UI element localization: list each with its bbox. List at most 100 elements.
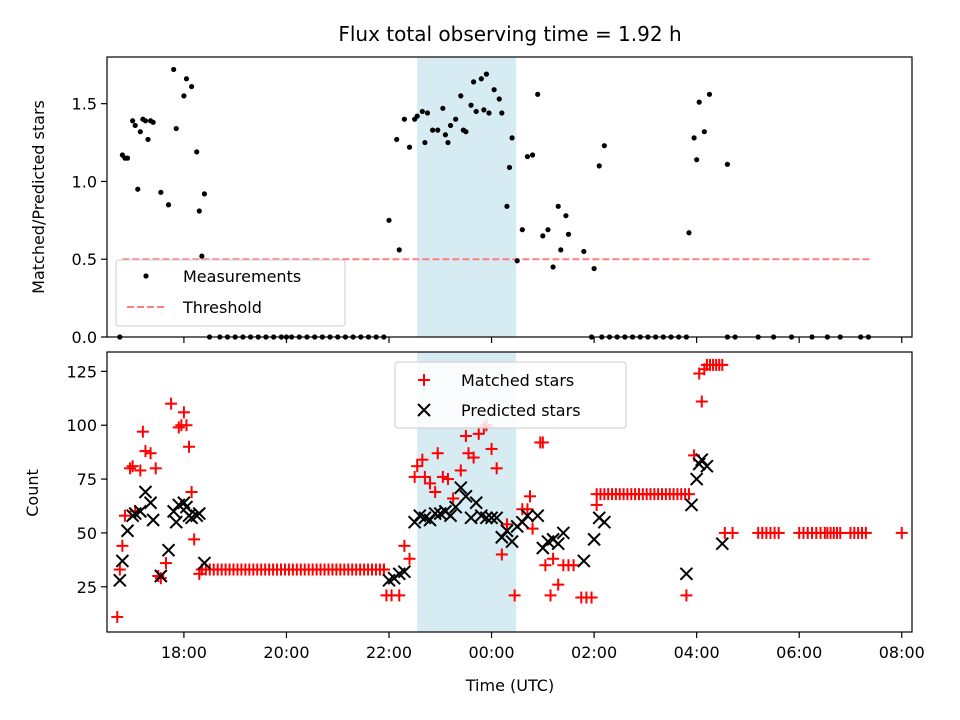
predicted-star-point xyxy=(397,564,412,579)
measurement-point xyxy=(694,157,700,163)
matched-star-point xyxy=(485,442,498,455)
measurement-point xyxy=(165,202,172,208)
measurement-point xyxy=(504,203,510,209)
predicted-star-point xyxy=(113,573,127,588)
bottom-legend: Matched stars Predicted stars xyxy=(394,361,627,429)
predicted-star-point xyxy=(192,506,207,521)
bottom-x-axis: 18:00 20:00 22:00 00:00 02:00 04:00 06:00 08:00 xyxy=(161,632,925,662)
predicted-star-point xyxy=(143,496,158,510)
matched-star-point xyxy=(895,526,908,539)
predicted-star-point xyxy=(448,500,463,514)
measurement-point xyxy=(581,248,587,255)
measurement-point xyxy=(158,189,164,195)
matched-star-point xyxy=(495,548,508,561)
predicted-star-point xyxy=(679,567,694,581)
matched-star-point xyxy=(177,406,190,419)
matched-star-point xyxy=(447,492,460,505)
matched-star-point xyxy=(188,533,201,546)
predicted-star-point xyxy=(684,498,699,512)
top-y-axis-label: Matched/Predicted stars xyxy=(29,100,48,294)
measurement-point xyxy=(189,83,195,90)
bottom-legend-box xyxy=(394,361,627,429)
matched-star-point xyxy=(590,498,603,511)
measurement-point xyxy=(545,227,551,233)
measurement-point xyxy=(401,116,407,122)
measurement-point xyxy=(558,247,564,253)
matched-star-point xyxy=(111,610,124,623)
measurement-point xyxy=(429,127,436,133)
x-tick-label: 18:00 xyxy=(161,643,207,662)
predicted-star-point xyxy=(597,515,612,529)
predicted-star-point xyxy=(454,480,468,495)
top-y-axis: 0.0 0.5 1.0 1.5 xyxy=(72,95,107,347)
matched-star-point xyxy=(126,460,139,473)
matched-star-point xyxy=(552,578,565,591)
measurement-point xyxy=(194,149,200,155)
measurement-point xyxy=(506,164,513,171)
matched-star-point xyxy=(524,490,537,503)
matched-star-point xyxy=(139,445,152,458)
measurement-point xyxy=(150,119,156,125)
measurement-point xyxy=(181,93,187,99)
measurement-point xyxy=(471,79,477,85)
measurement-point xyxy=(445,139,451,146)
predicted-star-point xyxy=(115,554,130,568)
measurement-point xyxy=(440,105,446,111)
matched-star-point xyxy=(441,473,454,486)
y-tick-label: 125 xyxy=(66,362,97,381)
top-axes-frame xyxy=(106,56,913,338)
matched-star-point xyxy=(695,395,708,408)
matched-star-point xyxy=(154,572,167,585)
measurement-point xyxy=(514,258,520,264)
matched-star-point xyxy=(500,518,513,531)
measurement-point xyxy=(435,127,441,133)
measurement-point xyxy=(701,129,707,135)
measurement-point xyxy=(483,71,490,77)
measurement-point xyxy=(591,265,597,272)
matched-star-point xyxy=(149,462,162,475)
legend-predicted-label: Predicted stars xyxy=(461,401,581,420)
matched-star-point xyxy=(116,539,129,552)
measurement-point xyxy=(135,186,141,192)
x-tick-label: 20:00 xyxy=(263,643,309,662)
predicted-star-point xyxy=(169,515,183,529)
predicted-star-point xyxy=(500,524,514,538)
y-tick-label: 0.0 xyxy=(72,328,97,347)
measurement-point xyxy=(386,217,392,223)
matched-star-point xyxy=(113,563,126,576)
predicted-star-point xyxy=(138,485,153,499)
matched-star-point xyxy=(152,570,165,582)
x-tick-label: 22:00 xyxy=(366,643,412,662)
measurement-point xyxy=(524,153,531,160)
predicted-star-point xyxy=(133,504,148,519)
predicted-star-point xyxy=(197,556,212,570)
predicted-star-point xyxy=(715,536,729,551)
matched-star-point xyxy=(772,526,785,539)
measurement-point xyxy=(550,264,556,270)
measurements-series xyxy=(117,66,872,340)
predicted-star-point xyxy=(577,554,591,568)
predicted-star-point xyxy=(505,534,519,549)
measurement-point xyxy=(406,144,413,150)
bottom-axes-frame xyxy=(106,351,913,633)
measurement-point xyxy=(124,155,131,161)
x-tick-label: 02:00 xyxy=(571,643,617,662)
measurement-point xyxy=(565,231,572,237)
matched-star-point xyxy=(508,589,521,602)
matched-star-point xyxy=(411,460,424,473)
matched-star-point xyxy=(144,447,157,460)
matched-star-point xyxy=(834,526,847,539)
legend-matched-marker xyxy=(418,374,430,386)
matched-star-point xyxy=(185,486,198,498)
matched-star-point xyxy=(403,552,416,565)
legend-measurements-label: Measurements xyxy=(183,267,301,286)
y-tick-label: 100 xyxy=(66,416,97,435)
predicted-star-point xyxy=(154,569,168,583)
predicted-star-point xyxy=(530,508,545,523)
matched-star-point xyxy=(490,462,503,475)
y-tick-label: 1.0 xyxy=(72,172,97,191)
measurement-point xyxy=(424,110,431,116)
matched-star-point xyxy=(585,591,598,604)
matched-star-point xyxy=(467,451,480,464)
matched-star-point xyxy=(526,522,539,535)
